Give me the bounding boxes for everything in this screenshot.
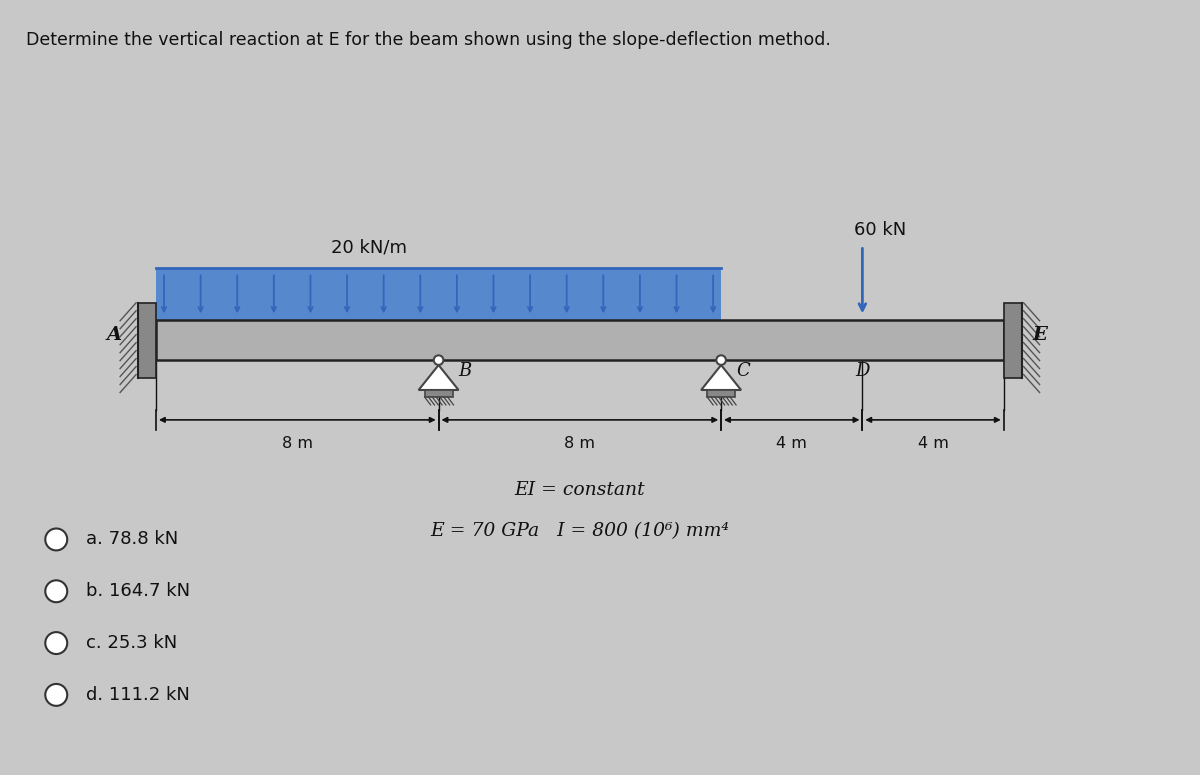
Text: 8 m: 8 m — [282, 436, 313, 451]
Text: Determine the vertical reaction at E for the beam shown using the slope-deflecti: Determine the vertical reaction at E for… — [26, 31, 832, 50]
Text: C: C — [736, 362, 750, 380]
Bar — [707, 390, 736, 397]
Text: 60 kN: 60 kN — [854, 221, 906, 239]
Text: 4 m: 4 m — [776, 436, 808, 451]
Text: D: D — [856, 362, 870, 380]
Circle shape — [46, 580, 67, 602]
Circle shape — [46, 529, 67, 550]
Circle shape — [433, 355, 443, 365]
Bar — [156, 268, 721, 320]
Text: c. 25.3 kN: c. 25.3 kN — [86, 634, 178, 652]
Text: A: A — [107, 326, 121, 344]
Circle shape — [716, 355, 726, 365]
Text: d. 111.2 kN: d. 111.2 kN — [86, 686, 190, 704]
Text: a. 78.8 kN: a. 78.8 kN — [86, 530, 179, 549]
Text: 4 m: 4 m — [918, 436, 948, 451]
Text: b. 164.7 kN: b. 164.7 kN — [86, 582, 191, 601]
Circle shape — [46, 632, 67, 654]
Text: E: E — [1032, 326, 1048, 344]
Text: 20 kN/m: 20 kN/m — [331, 239, 407, 257]
Circle shape — [46, 684, 67, 706]
Bar — [425, 390, 452, 397]
Text: 8 m: 8 m — [564, 436, 595, 451]
Bar — [156, 320, 1003, 360]
Polygon shape — [701, 365, 742, 390]
Polygon shape — [419, 365, 458, 390]
Text: EI = constant: EI = constant — [515, 480, 646, 498]
Bar — [138, 303, 156, 377]
Text: E = 70 GPa   I = 800 (10⁶) mm⁴: E = 70 GPa I = 800 (10⁶) mm⁴ — [431, 522, 730, 540]
Bar — [1003, 303, 1021, 377]
Text: B: B — [458, 362, 472, 380]
